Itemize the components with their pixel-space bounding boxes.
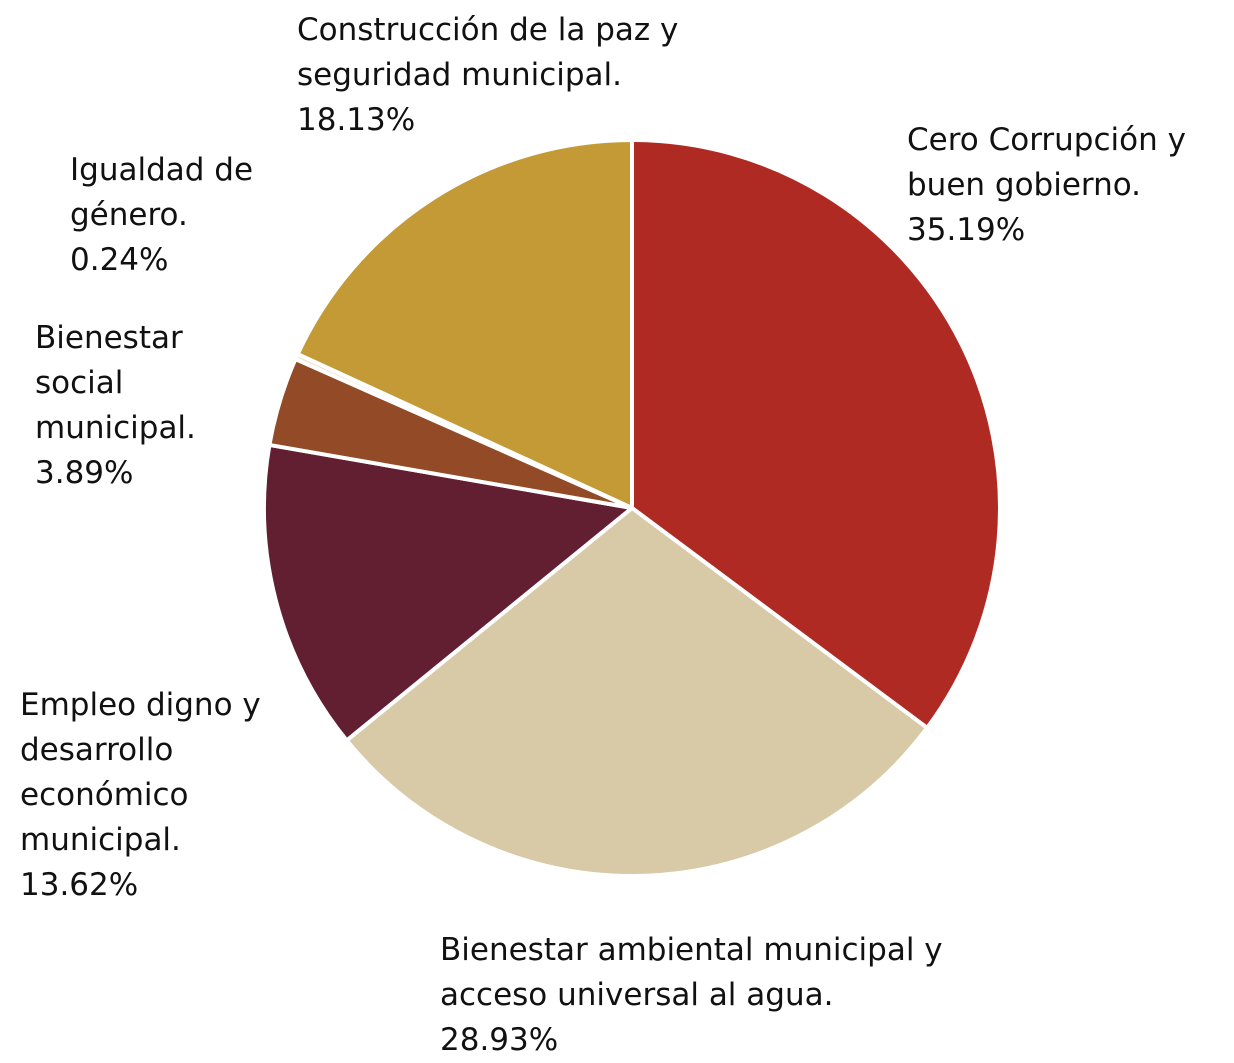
slice-label: Bienestar social municipal. 3.89% <box>35 316 255 496</box>
slice-label: Empleo digno y desarrollo económico muni… <box>20 683 300 908</box>
pie-slice <box>344 506 930 878</box>
value-label: 0.24% <box>70 242 169 278</box>
value-label: 18.13% <box>297 102 416 138</box>
pie-slice <box>262 442 634 743</box>
category-label: Bienestar social municipal. <box>35 320 196 446</box>
slice-label: Igualdad de género. 0.24% <box>70 148 310 283</box>
category-label: Bienestar ambiental municipal y acceso u… <box>440 932 943 1013</box>
slice-label: Bienestar ambiental municipal y acceso u… <box>440 928 1040 1063</box>
pie-slice <box>630 138 1002 730</box>
value-label: 35.19% <box>907 212 1026 248</box>
value-label: 3.89% <box>35 455 134 491</box>
value-label: 28.93% <box>440 1022 559 1058</box>
slice-label: Construcción de la paz y seguridad munic… <box>297 8 757 143</box>
slice-label: Cero Corrupción y buen gobierno. 35.19% <box>907 118 1234 253</box>
category-label: Empleo digno y desarrollo económico muni… <box>20 687 261 858</box>
pie-slice <box>295 138 634 510</box>
category-label: Cero Corrupción y buen gobierno. <box>907 122 1186 203</box>
value-label: 13.62% <box>20 867 139 903</box>
category-label: Igualdad de género. <box>70 152 254 233</box>
category-label: Construcción de la paz y seguridad munic… <box>297 12 679 93</box>
